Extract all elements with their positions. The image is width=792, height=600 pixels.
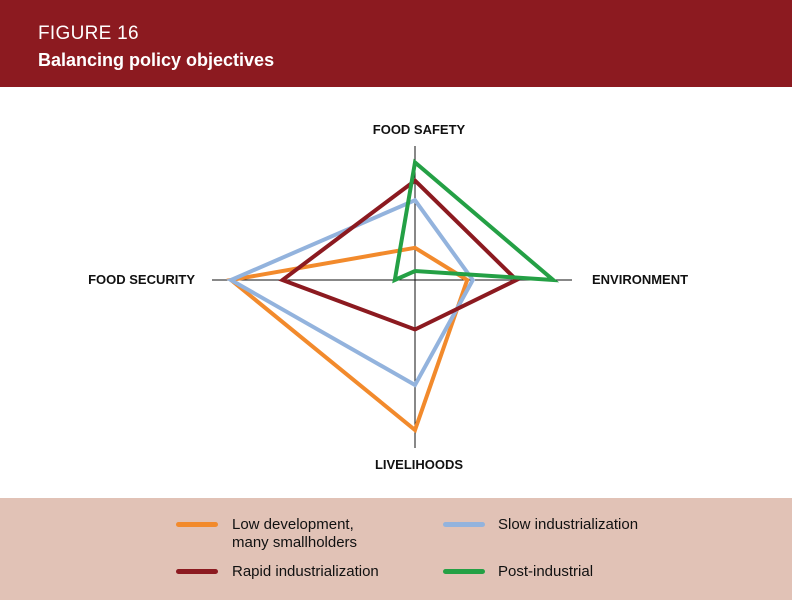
legend-swatch-low-development: [176, 522, 218, 527]
legend-label-slow-industrialization: Slow industrialization: [498, 516, 639, 533]
legend-label-low-development: Low development, many smallholders: [232, 516, 358, 551]
legend-label-post-industrial: Post-industrial: [498, 563, 594, 580]
series-line-slow-industrialization: [226, 197, 476, 388]
axis-label-environment: ENVIRONMENT: [592, 272, 688, 287]
figure-title: Balancing policy objectives: [38, 50, 275, 70]
axis-label-food-safety: FOOD SAFETY: [373, 122, 466, 137]
series-line-rapid-industrialization: [278, 177, 520, 332]
series-layer: [226, 158, 560, 434]
legend-swatch-rapid-industrialization: [176, 569, 218, 574]
series-line-low-development-many-smallholders: [226, 245, 470, 434]
legend-swatch-slow-industrialization: [443, 522, 485, 527]
legend-label-rapid-industrialization: Rapid industrialization: [232, 563, 379, 580]
radar-chart: FOOD SAFETY ENVIRONMENT LIVELIHOODS FOOD…: [88, 122, 688, 472]
legend-swatch-post-industrial: [443, 569, 485, 574]
legend: Low development, many smallholders Slow …: [0, 498, 792, 600]
figure-number: FIGURE 16: [38, 23, 139, 44]
axis-label-food-security: FOOD SECURITY: [88, 272, 195, 287]
series-line-post-industrial: [392, 158, 560, 284]
axis-label-livelihoods: LIVELIHOODS: [375, 457, 463, 472]
figure-header: FIGURE 16 Balancing policy objectives: [0, 0, 792, 87]
